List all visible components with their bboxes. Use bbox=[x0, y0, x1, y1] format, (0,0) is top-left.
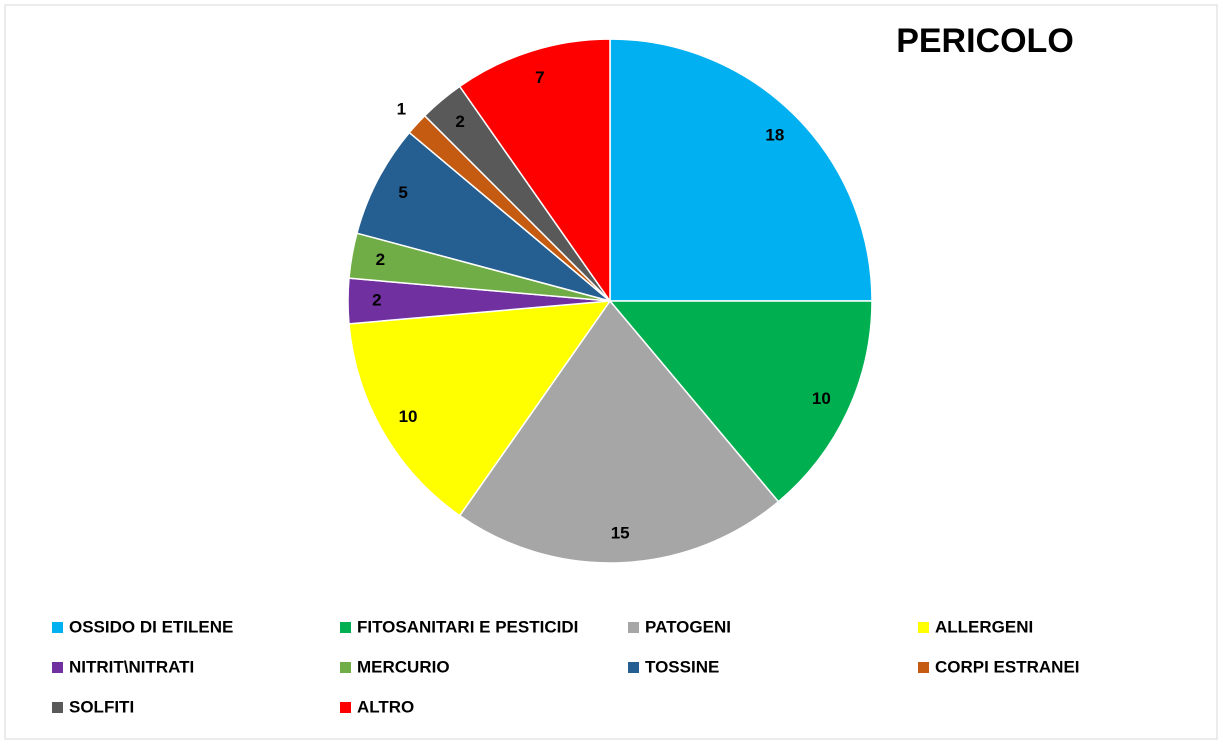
legend-label: FITOSANITARI E PESTICIDI bbox=[357, 617, 578, 636]
data-label: 18 bbox=[765, 126, 784, 145]
legend-swatch bbox=[628, 662, 639, 673]
legend-label: ALTRO bbox=[357, 697, 414, 716]
data-label: 7 bbox=[535, 68, 544, 87]
legend-swatch bbox=[52, 622, 63, 633]
data-label: 10 bbox=[399, 407, 418, 426]
data-label: 10 bbox=[812, 389, 831, 408]
legend-swatch bbox=[340, 662, 351, 673]
legend-swatch bbox=[340, 702, 351, 713]
pie-slice bbox=[609, 38, 873, 302]
pie-slice bbox=[458, 299, 780, 564]
legend-swatch bbox=[918, 662, 929, 673]
legend-label: PATOGENI bbox=[645, 617, 731, 636]
pie-slice bbox=[608, 300, 873, 503]
chart-title: PERICOLO bbox=[896, 22, 1074, 60]
pie-slice bbox=[356, 131, 611, 302]
data-label: 1 bbox=[397, 99, 406, 118]
legend-label: NITRIT\NITRATI bbox=[69, 657, 194, 676]
pie-slice bbox=[458, 38, 611, 304]
legend-swatch bbox=[340, 622, 351, 633]
legend-label: TOSSINE bbox=[645, 657, 719, 676]
legend-label: SOLFITI bbox=[69, 697, 134, 716]
data-label: 5 bbox=[398, 183, 407, 202]
legend-label: ALLERGENI bbox=[935, 617, 1033, 636]
legend-swatch bbox=[52, 662, 63, 673]
legend-label: MERCURIO bbox=[357, 657, 450, 676]
legend-swatch bbox=[918, 622, 929, 633]
legend-swatch bbox=[628, 622, 639, 633]
data-label: 2 bbox=[372, 290, 381, 309]
data-label: 2 bbox=[455, 112, 464, 131]
legend-swatch bbox=[52, 702, 63, 713]
data-label: 2 bbox=[376, 250, 385, 269]
legend-label: CORPI ESTRANEI bbox=[935, 657, 1080, 676]
data-label: 15 bbox=[611, 523, 630, 542]
pie-slice bbox=[348, 300, 612, 517]
legend-label: OSSIDO DI ETILENE bbox=[69, 617, 233, 636]
